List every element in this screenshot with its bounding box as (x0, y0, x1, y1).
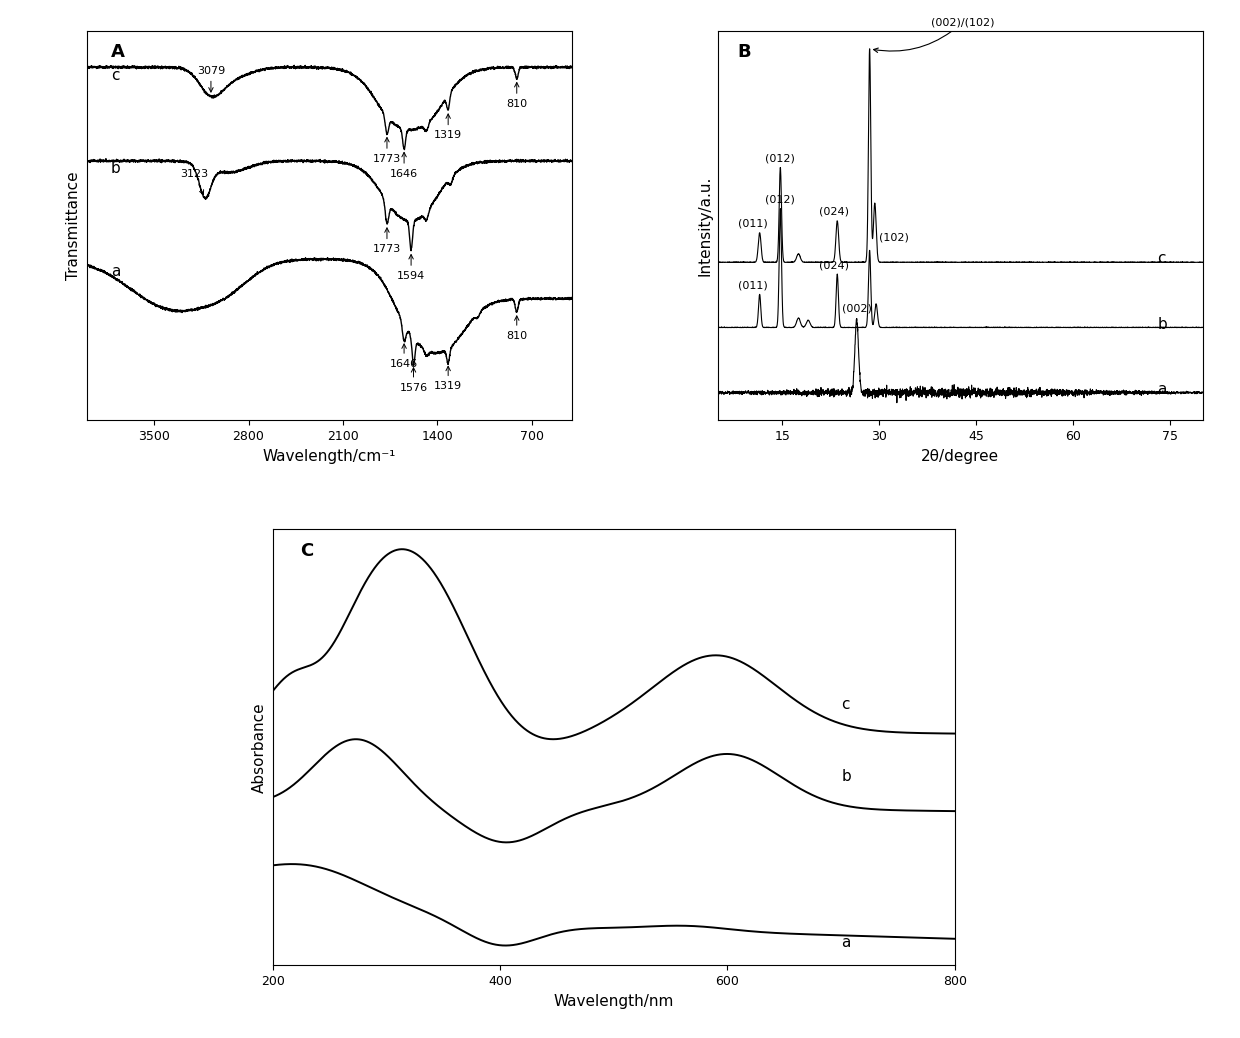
X-axis label: Wavelength/cm⁻¹: Wavelength/cm⁻¹ (263, 448, 396, 464)
Text: (012): (012) (765, 154, 795, 164)
X-axis label: Wavelength/nm: Wavelength/nm (553, 993, 675, 1009)
Text: B: B (737, 43, 750, 61)
Text: (011): (011) (738, 219, 768, 228)
Text: (012): (012) (765, 195, 795, 204)
Text: b: b (112, 161, 120, 176)
Text: a: a (1157, 382, 1167, 397)
Text: 3123: 3123 (180, 169, 208, 194)
Text: 1319: 1319 (434, 114, 463, 140)
Text: 810: 810 (506, 316, 527, 340)
Y-axis label: Intensity/a.u.: Intensity/a.u. (697, 175, 712, 276)
Y-axis label: Transmittance: Transmittance (66, 171, 82, 280)
Text: b: b (1157, 317, 1167, 331)
Text: (002)/(102): (002)/(102) (873, 17, 994, 53)
Text: (024): (024) (820, 261, 849, 270)
Text: (102): (102) (879, 233, 909, 243)
Text: 810: 810 (506, 83, 527, 109)
Text: 1594: 1594 (397, 254, 425, 281)
Text: b: b (841, 768, 851, 784)
Text: (024): (024) (820, 207, 849, 217)
Text: 1646: 1646 (391, 344, 418, 368)
Text: C: C (300, 543, 314, 561)
Text: 1773: 1773 (373, 228, 401, 254)
Text: a: a (112, 264, 120, 279)
Text: a: a (841, 935, 851, 951)
Text: 1319: 1319 (434, 366, 463, 391)
Text: 3079: 3079 (197, 65, 224, 92)
X-axis label: 2θ/degree: 2θ/degree (921, 448, 999, 464)
Text: 1646: 1646 (391, 153, 418, 179)
Text: (011): (011) (738, 280, 768, 291)
Text: 1576: 1576 (399, 367, 428, 392)
Text: 1773: 1773 (373, 137, 401, 164)
Y-axis label: Absorbance: Absorbance (252, 702, 268, 793)
Text: (002): (002) (842, 303, 872, 313)
Text: A: A (112, 43, 125, 61)
Text: c: c (112, 67, 119, 83)
Text: c: c (841, 696, 849, 712)
Text: c: c (1157, 251, 1166, 266)
